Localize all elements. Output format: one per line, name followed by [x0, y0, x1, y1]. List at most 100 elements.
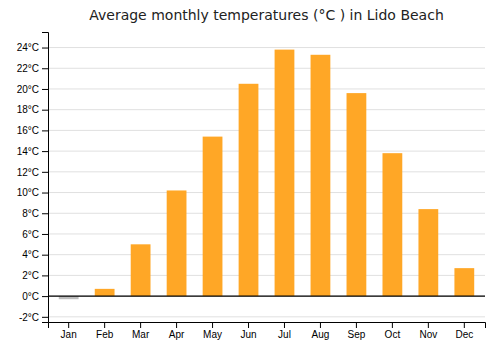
y-axis: -2°C 0°C 2°C 4°C 6°C 8°C 10°C 12°C 14°C 16°C 18°C 2…	[17, 33, 49, 323]
x-tick-mark	[104, 322, 105, 328]
y-tick: 24°C	[17, 42, 48, 53]
grid-line	[48, 47, 485, 48]
y-tick-label: 14°C	[17, 146, 39, 157]
x-tick: Sep	[348, 322, 366, 340]
bar	[239, 84, 259, 296]
x-axis: Jan Feb Mar Apr May Jun Jul Aug Sep Oct Nov Dec	[49, 322, 486, 340]
bars	[59, 50, 474, 300]
y-tick: 14°C	[17, 146, 48, 157]
y-tick-label: 20°C	[17, 84, 39, 95]
y-axis-line	[42, 33, 49, 323]
x-tick-mark	[284, 322, 285, 328]
y-tick-label: 4°C	[22, 249, 39, 260]
x-tick-mark	[68, 322, 69, 328]
bar	[311, 55, 331, 296]
x-tick: Jun	[240, 322, 256, 340]
y-tick-mark	[42, 151, 48, 152]
chart: -2°C 0°C 2°C 4°C 6°C 8°C 10°C 12°C 14°C 16°C 18°C 2…	[0, 0, 500, 350]
x-tick-label: Nov	[419, 329, 437, 340]
y-tick: 20°C	[17, 84, 48, 95]
x-tick: Dec	[455, 322, 473, 340]
bar	[347, 93, 367, 296]
y-tick-mark	[42, 48, 48, 49]
x-tick-label: Jul	[278, 329, 291, 340]
x-axis-line	[49, 323, 486, 329]
y-tick-label: 24°C	[17, 42, 39, 53]
y-tick-mark	[42, 275, 48, 276]
y-tick-label: 2°C	[22, 270, 39, 281]
x-tick-mark	[176, 322, 177, 328]
y-tick-mark	[42, 89, 48, 90]
y-tick: 8°C	[22, 208, 48, 219]
y-tick-mark	[42, 317, 48, 318]
y-tick-label: 0°C	[22, 291, 39, 302]
y-tick-mark	[42, 193, 48, 194]
x-tick: Nov	[419, 322, 437, 340]
y-tick-mark	[42, 213, 48, 214]
y-tick-mark	[42, 296, 48, 297]
y-tick-label: 10°C	[17, 187, 39, 198]
y-tick: 10°C	[17, 187, 48, 198]
y-tick-label: 8°C	[22, 208, 39, 219]
grid-line	[48, 192, 485, 193]
x-tick-label: Aug	[312, 329, 330, 340]
x-tick: Apr	[169, 322, 185, 340]
plot: -2°C 0°C 2°C 4°C 6°C 8°C 10°C 12°C 14°C 16°C 18°C 2…	[17, 33, 486, 341]
x-tick-mark	[392, 322, 393, 328]
y-tick-mark	[42, 234, 48, 235]
x-tick-label: Sep	[348, 329, 366, 340]
bar	[167, 190, 187, 296]
x-tick-label: May	[203, 329, 222, 340]
x-tick-mark	[212, 322, 213, 328]
bar	[95, 289, 115, 296]
bar	[203, 137, 223, 297]
y-tick: 22°C	[17, 63, 48, 74]
x-tick-label: Jun	[240, 329, 256, 340]
baseline	[48, 296, 485, 297]
y-tick: 4°C	[22, 249, 48, 260]
x-tick-label: Mar	[132, 329, 150, 340]
grid-line	[48, 151, 485, 152]
grid-line	[48, 68, 485, 69]
y-tick-label: 16°C	[17, 125, 39, 136]
x-tick-mark	[140, 322, 141, 328]
grid-line	[48, 88, 485, 89]
x-tick-mark	[464, 322, 465, 328]
y-tick-label: 6°C	[22, 229, 39, 240]
x-tick-mark	[248, 322, 249, 328]
y-tick-mark	[42, 68, 48, 69]
bar	[418, 209, 438, 296]
bar	[275, 50, 295, 297]
y-tick-mark	[42, 130, 48, 131]
y-tick: 16°C	[17, 125, 48, 136]
bar	[454, 268, 474, 296]
y-tick: 18°C	[17, 104, 48, 115]
grid-line	[48, 130, 485, 131]
y-tick: 6°C	[22, 229, 48, 240]
y-tick: 2°C	[22, 270, 48, 281]
y-tick: 12°C	[17, 167, 48, 178]
x-tick-mark	[428, 322, 429, 328]
y-tick: 0°C	[22, 291, 48, 302]
y-tick-label: 18°C	[17, 104, 39, 115]
x-tick-label: Feb	[96, 329, 114, 340]
y-tick: -2°C	[19, 312, 48, 323]
x-tick: Feb	[96, 322, 114, 340]
y-tick-label: 22°C	[17, 63, 39, 74]
y-tick-mark	[42, 110, 48, 111]
x-tick-label: Jan	[61, 329, 77, 340]
grid-line	[48, 316, 485, 317]
grid-line	[48, 296, 485, 297]
y-tick-label: -2°C	[19, 312, 39, 323]
y-tick-mark	[42, 255, 48, 256]
x-tick-label: Dec	[455, 329, 473, 340]
x-tick: Mar	[132, 322, 150, 340]
x-tick-mark	[356, 322, 357, 328]
x-tick: Aug	[312, 322, 330, 340]
x-tick-label: Apr	[169, 329, 185, 340]
x-tick: Oct	[385, 322, 401, 340]
x-tick: May	[203, 322, 222, 340]
x-tick: Jul	[278, 322, 291, 340]
x-tick-label: Oct	[385, 329, 401, 340]
title: Average monthly temperatures (°C ) in Li…	[89, 7, 444, 23]
